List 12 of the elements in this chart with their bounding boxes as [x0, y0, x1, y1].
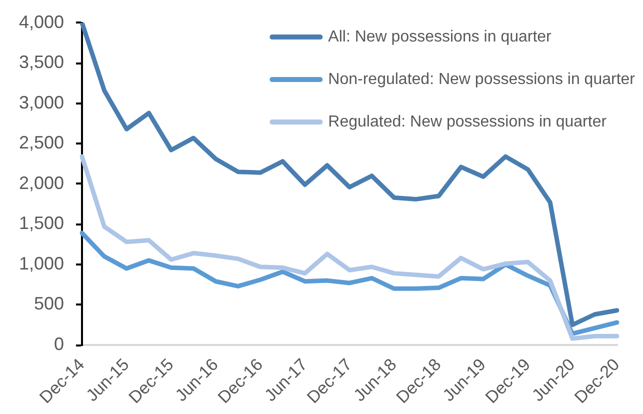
- y-tick-label: 500: [34, 294, 64, 314]
- y-tick-label: 2,000: [18, 172, 64, 193]
- y-tick-label: 3,500: [18, 52, 64, 72]
- y-tick-label: 0: [54, 334, 64, 354]
- y-tick-label: 4,000: [18, 12, 64, 32]
- y-tick-label: 1,000: [18, 253, 64, 274]
- y-tick-label: 1,500: [18, 213, 64, 234]
- y-tick-label: 2,500: [18, 132, 64, 153]
- legend-label: All: New possessions in quarter: [328, 28, 552, 46]
- y-tick-label: 3,000: [18, 92, 64, 112]
- legend-label: Regulated: New possessions in quarter: [328, 113, 608, 130]
- legend-label: Non-regulated: New possessions in quarter: [328, 70, 636, 88]
